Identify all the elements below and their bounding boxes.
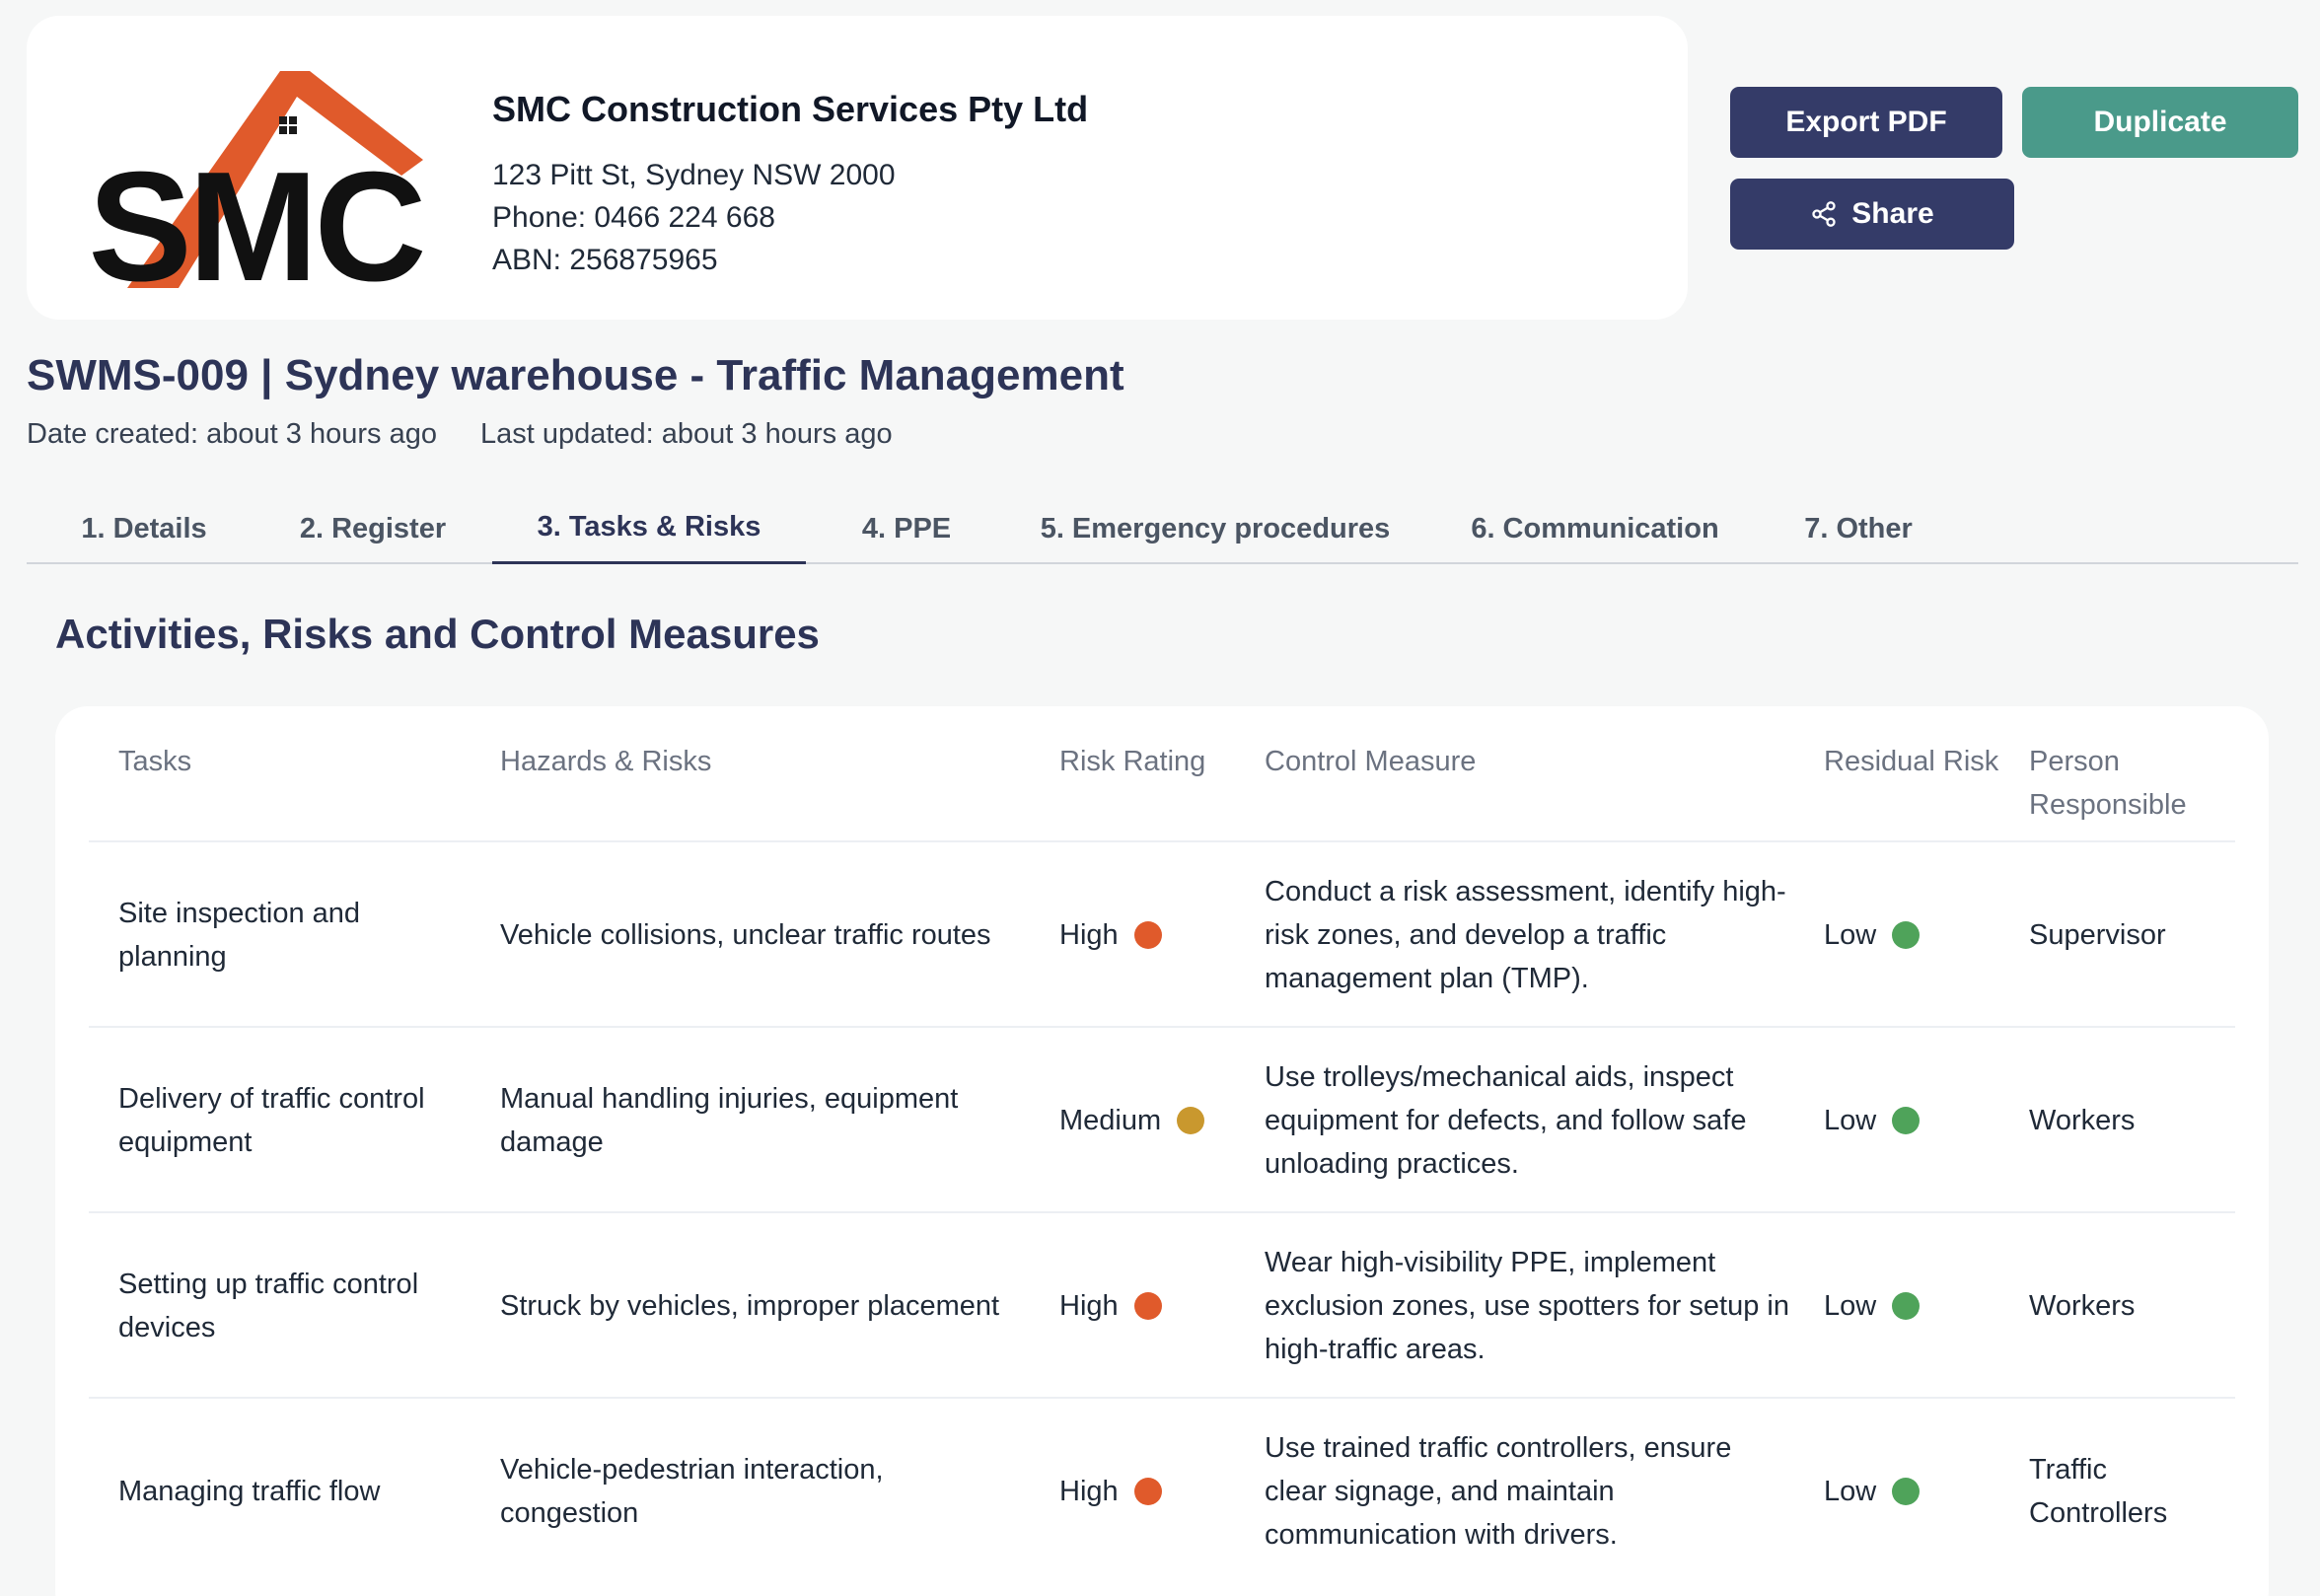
risk-rating-label: High: [1059, 1290, 1119, 1322]
section-title: Activities, Risks and Control Measures: [55, 611, 820, 657]
task-cell: Managing traffic flow: [118, 1476, 381, 1507]
person-cell: Traffic Controllers: [2029, 1454, 2168, 1529]
person-cell: Supervisor: [2029, 919, 2166, 951]
table-row: Delivery of traffic control equipment Ma…: [89, 1026, 2235, 1211]
risk-low-dot-icon: [1892, 1107, 1921, 1134]
residual-risk-cell: Low: [1824, 842, 2011, 1028]
risk-rating-label: Medium: [1059, 1105, 1162, 1136]
risk-rating-label: High: [1059, 919, 1119, 951]
residual-risk-label: Low: [1824, 1105, 1877, 1136]
tab-other[interactable]: 7. Other: [1804, 512, 1913, 544]
document-meta: Date created: about 3 hours ago Last upd…: [27, 418, 893, 451]
company-abn: ABN: 256875965: [492, 244, 718, 276]
risk-low-dot-icon: [1892, 921, 1921, 949]
logo-text: SMC: [88, 140, 422, 308]
risk-rating-cell: High: [1059, 1213, 1247, 1399]
control-cell: Conduct a risk assessment, identify high…: [1265, 876, 1786, 994]
company-logo: SMC: [88, 71, 427, 308]
risk-medium-dot-icon: [1177, 1107, 1205, 1134]
control-cell: Use trained traffic controllers, ensure …: [1265, 1432, 1732, 1551]
control-cell: Wear high-visibility PPE, implement excl…: [1265, 1247, 1789, 1365]
residual-risk-cell: Low: [1824, 1399, 2011, 1584]
risk-low-dot-icon: [1892, 1478, 1921, 1505]
risk-high-dot-icon: [1133, 921, 1162, 949]
table-row: Managing traffic flow Vehicle-pedestrian…: [89, 1397, 2235, 1582]
risk-rating-cell: High: [1059, 842, 1247, 1028]
task-cell: Delivery of traffic control equipment: [118, 1083, 425, 1158]
residual-risk-label: Low: [1824, 1290, 1877, 1322]
hazard-cell: Struck by vehicles, improper placement: [500, 1290, 1000, 1322]
risk-low-dot-icon: [1892, 1292, 1921, 1320]
tab-details[interactable]: 1. Details: [81, 512, 207, 544]
person-cell: Workers: [2029, 1290, 2136, 1322]
risk-table: Tasks Hazards & Risks Risk Rating Contro…: [55, 706, 2269, 1596]
person-cell: Workers: [2029, 1105, 2136, 1136]
export-pdf-button[interactable]: Export PDF: [1730, 87, 2002, 158]
task-cell: Setting up traffic control devices: [118, 1269, 419, 1343]
header-person-responsible: Person Responsible: [2029, 746, 2187, 821]
risk-rating-cell: High: [1059, 1399, 1247, 1584]
company-address: 123 Pitt St, Sydney NSW 2000: [492, 159, 896, 191]
table-header: Tasks Hazards & Risks Risk Rating Contro…: [55, 706, 2269, 840]
share-icon: [1812, 201, 1836, 227]
company-card: SMC SMC Construction Services Pty Ltd 12…: [27, 16, 1688, 320]
header-hazards: Hazards & Risks: [500, 746, 712, 777]
company-info: SMC Construction Services Pty Ltd 123 Pi…: [492, 89, 1088, 281]
hazard-cell: Manual handling injuries, equipment dama…: [500, 1083, 959, 1158]
header-risk-rating: Risk Rating: [1059, 746, 1206, 777]
risk-high-dot-icon: [1133, 1292, 1162, 1320]
share-button[interactable]: Share: [1730, 179, 2014, 250]
residual-risk-label: Low: [1824, 1476, 1877, 1507]
table-row: Setting up traffic control devices Struc…: [89, 1211, 2235, 1397]
header-control-measure: Control Measure: [1265, 746, 1477, 777]
last-updated: Last updated: about 3 hours ago: [479, 418, 893, 450]
tab-bar: 1. Details 2. Register 3. Tasks & Risks …: [27, 493, 2298, 564]
header-residual-risk: Residual Risk: [1824, 746, 1999, 777]
risk-rating-label: High: [1059, 1476, 1119, 1507]
hazard-cell: Vehicle collisions, unclear traffic rout…: [500, 919, 991, 951]
control-cell: Use trolleys/mechanical aids, inspect eq…: [1265, 1061, 1747, 1180]
risk-high-dot-icon: [1133, 1478, 1162, 1505]
share-button-label: Share: [1851, 197, 1934, 230]
tab-tasks-risks[interactable]: 3. Tasks & Risks: [492, 493, 806, 564]
residual-risk-cell: Low: [1824, 1213, 2011, 1399]
table-row: Site inspection and planning Vehicle col…: [89, 840, 2235, 1026]
company-name: SMC Construction Services Pty Ltd: [492, 89, 1089, 129]
duplicate-button[interactable]: Duplicate: [2022, 87, 2298, 158]
residual-risk-cell: Low: [1824, 1028, 2011, 1213]
date-created: Date created: about 3 hours ago: [27, 418, 437, 450]
tab-ppe[interactable]: 4. PPE: [861, 512, 952, 544]
residual-risk-label: Low: [1824, 919, 1877, 951]
risk-rating-cell: Medium: [1059, 1028, 1247, 1213]
header-tasks: Tasks: [118, 746, 192, 777]
hazard-cell: Vehicle-pedestrian interaction, congesti…: [500, 1454, 884, 1529]
task-cell: Site inspection and planning: [118, 898, 361, 973]
tab-register[interactable]: 2. Register: [299, 512, 447, 544]
tab-communication[interactable]: 6. Communication: [1471, 512, 1719, 544]
page-title: SWMS-009 | Sydney warehouse - Traffic Ma…: [27, 351, 1124, 399]
tab-emergency-procedures[interactable]: 5. Emergency procedures: [1040, 512, 1391, 544]
company-phone: Phone: 0466 224 668: [492, 201, 775, 234]
